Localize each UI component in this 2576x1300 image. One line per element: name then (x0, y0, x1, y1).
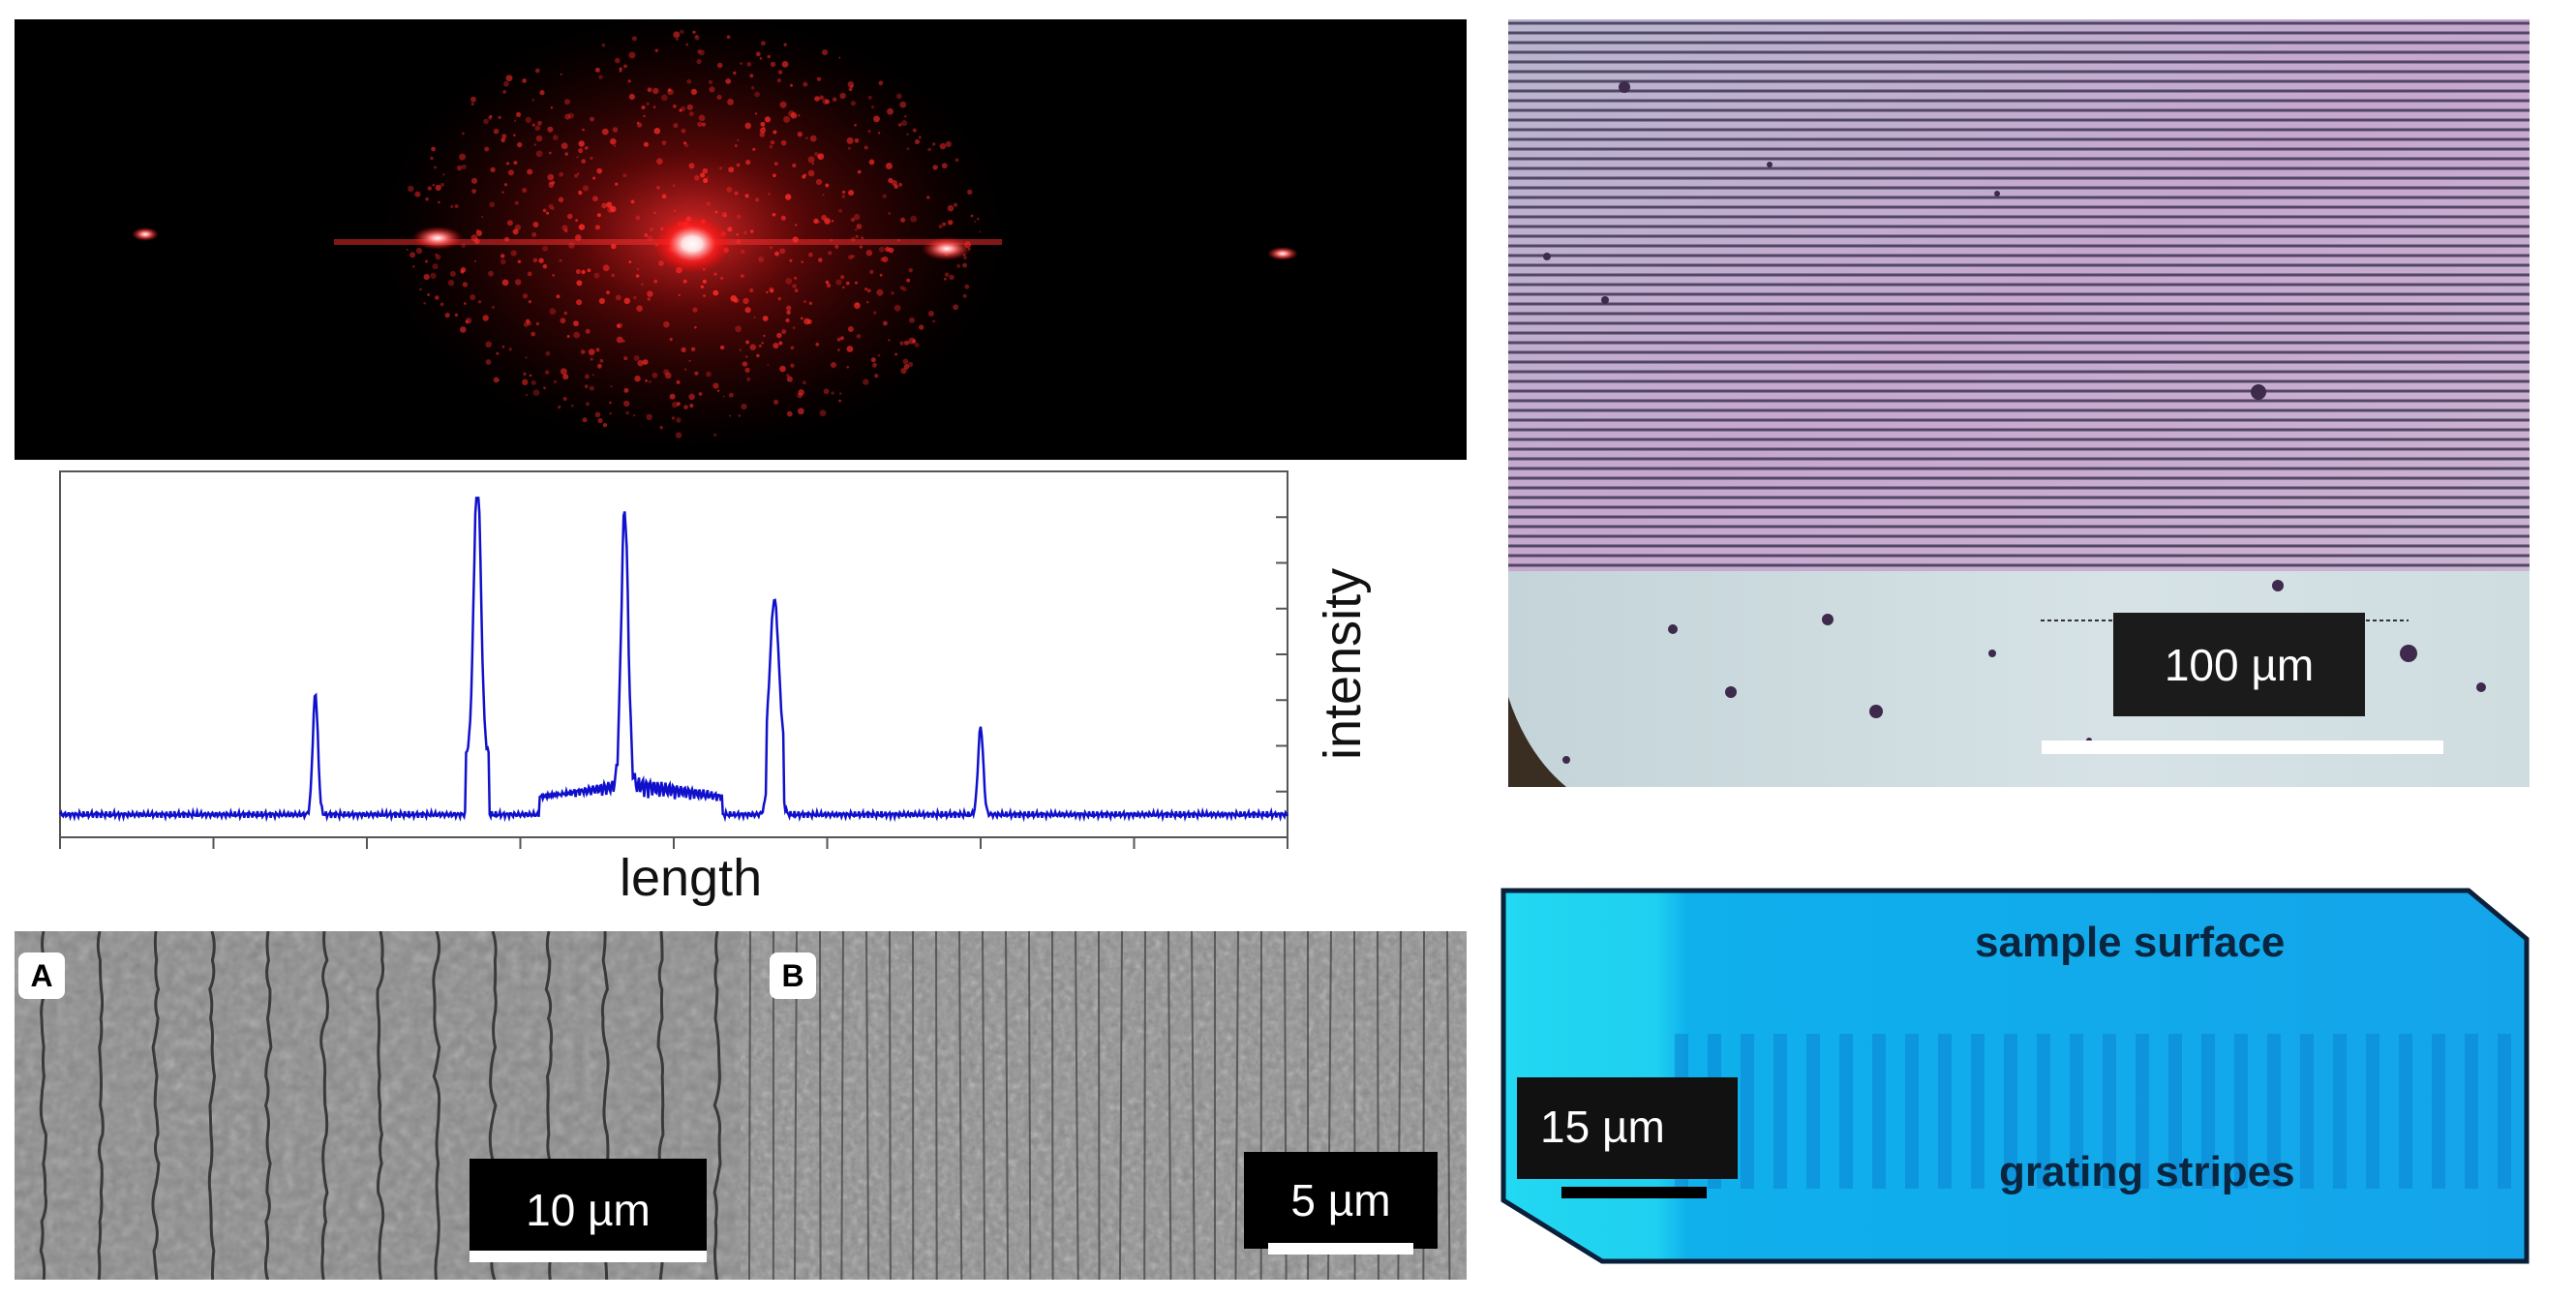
x-axis-label: length (620, 849, 762, 907)
sem-a-texture (15, 931, 741, 1280)
diffraction-order-minus2 (412, 227, 463, 250)
y-axis-ticks (1276, 470, 1288, 838)
substrate-region (1508, 571, 2530, 787)
diffraction-pattern-image (15, 19, 1467, 460)
x-axis-ticks (59, 837, 1288, 849)
fluorescence-scale-box (1517, 1077, 1738, 1179)
micrograph-scale-label: 100 µm (2113, 613, 2365, 716)
micrograph-scale-bar (2042, 741, 2443, 754)
fluorescence-scale-bar (1561, 1187, 1707, 1198)
sem-panel-b: B 5 µm (741, 931, 1467, 1280)
sem-b-scale-label: 5 µm (1244, 1152, 1438, 1249)
plot-frame (59, 470, 1288, 838)
diffraction-order-zero (653, 215, 731, 273)
diffraction-order-plus3 (1267, 247, 1298, 260)
sem-a-scale-bar (470, 1251, 707, 1262)
fluorescence-scale-label: 15 µm (1540, 1102, 1665, 1152)
grating-lines (1508, 21, 2530, 567)
sem-panel-a: A 10 µm (15, 931, 741, 1280)
intensity-profile-chart: length intensity (58, 469, 1384, 910)
intensity-profile-svg: length intensity (58, 470, 1372, 907)
panel-letter-b: B (770, 952, 816, 999)
label-sample-surface: sample surface (1975, 919, 2285, 966)
panel-letter-a: A (18, 952, 65, 999)
fluorescence-svg: sample surface grating stripes 15 µm (1500, 888, 2530, 1264)
y-axis-label: intensity (1314, 568, 1372, 760)
diffraction-order-plus2 (922, 237, 972, 260)
diffraction-order-minus3 (132, 227, 159, 241)
intensity-series-line (58, 497, 1289, 823)
optical-micrograph: 100 µm (1508, 19, 2530, 787)
dark-corner (1508, 697, 1566, 787)
debris-particles (1543, 81, 2486, 764)
label-grating-stripes: grating stripes (1999, 1148, 2295, 1195)
sem-a-scale-label: 10 µm (470, 1159, 707, 1260)
sem-images: A 10 µm B 5 µm (15, 931, 1467, 1280)
sem-b-scale-bar (1268, 1243, 1413, 1255)
micrograph-svg (1508, 19, 2530, 787)
fluorescence-image: sample surface grating stripes 15 µm (1496, 879, 2561, 1266)
diffraction-pattern-svg (15, 19, 1467, 460)
